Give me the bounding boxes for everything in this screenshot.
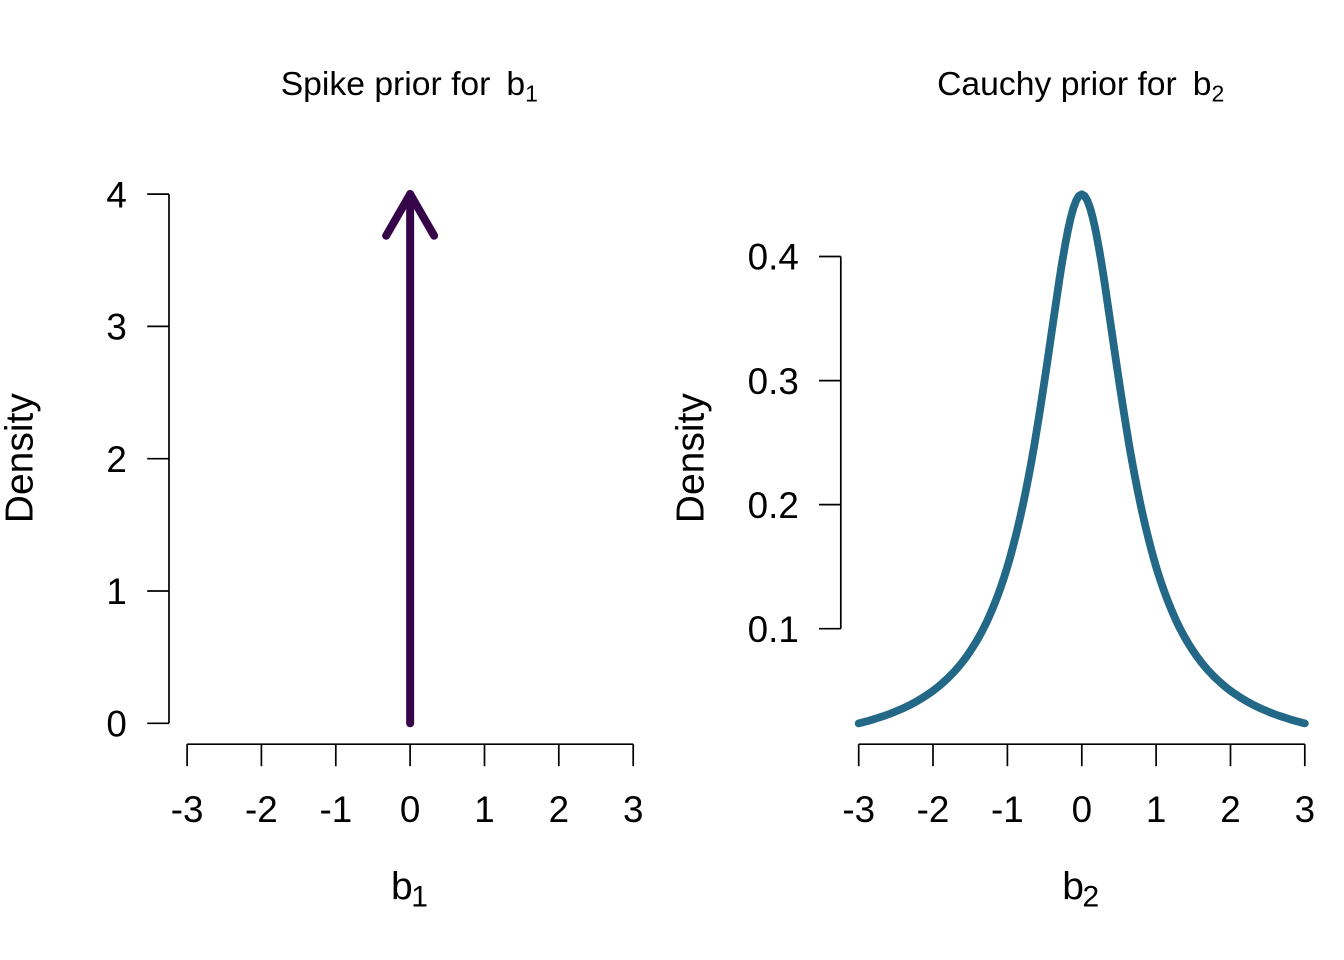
svg-text:0: 0 (400, 789, 420, 830)
svg-text:Density: Density (669, 393, 712, 524)
svg-text:Cauchy prior for b2: Cauchy prior for b2 (937, 65, 1224, 107)
svg-text:2: 2 (106, 439, 126, 480)
svg-text:1: 1 (1146, 789, 1166, 830)
svg-text:2: 2 (1220, 789, 1240, 830)
svg-text:0.2: 0.2 (748, 485, 799, 526)
svg-text:-2: -2 (245, 789, 278, 830)
svg-text:Spike prior for b1: Spike prior for b1 (281, 65, 538, 107)
svg-text:0: 0 (106, 704, 126, 745)
svg-text:0.3: 0.3 (748, 361, 799, 402)
svg-text:2: 2 (549, 789, 569, 830)
svg-text:3: 3 (623, 789, 643, 830)
svg-text:1: 1 (106, 571, 126, 612)
svg-text:0.4: 0.4 (748, 237, 799, 278)
svg-text:0: 0 (1072, 789, 1092, 830)
svg-text:Density: Density (0, 393, 42, 524)
svg-text:-1: -1 (991, 789, 1024, 830)
svg-text:3: 3 (106, 307, 126, 348)
svg-text:-1: -1 (319, 789, 352, 830)
svg-text:b1: b1 (391, 865, 428, 913)
svg-text:-2: -2 (917, 789, 950, 830)
svg-text:1: 1 (474, 789, 494, 830)
svg-text:3: 3 (1295, 789, 1315, 830)
svg-text:4: 4 (106, 174, 126, 215)
svg-text:0.1: 0.1 (748, 609, 799, 650)
svg-text:-3: -3 (842, 789, 875, 830)
svg-text:-3: -3 (171, 789, 204, 830)
